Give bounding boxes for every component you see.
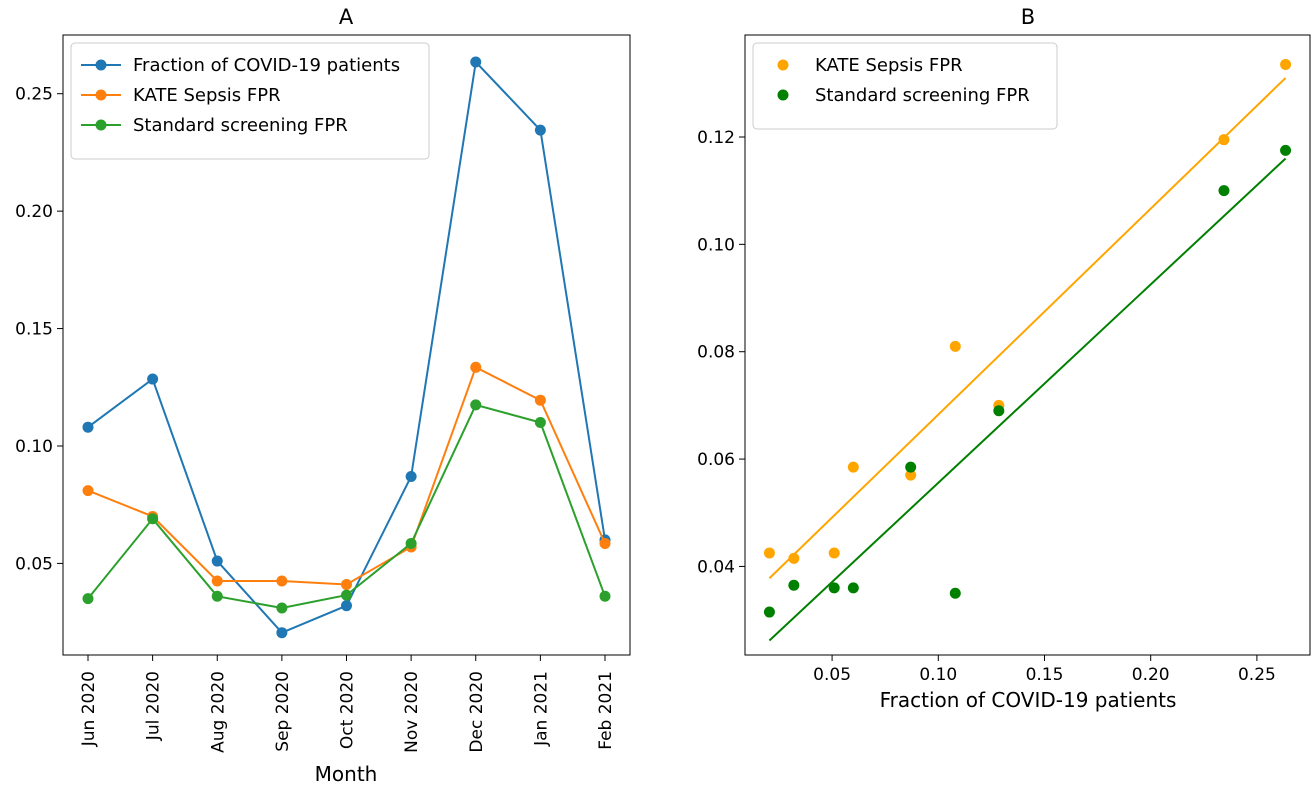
data-point	[211, 590, 223, 602]
data-point	[1218, 134, 1230, 146]
data-point	[534, 124, 546, 136]
data-point	[828, 582, 840, 594]
data-point	[763, 547, 775, 559]
data-point	[470, 56, 482, 68]
data-point	[341, 600, 352, 612]
x-tick-label: Jul 2020	[144, 671, 164, 741]
series-line	[87, 403, 606, 610]
y-tick-label: 0.20	[15, 202, 53, 222]
data-point	[82, 485, 94, 497]
data-point	[405, 537, 417, 549]
data-point	[276, 602, 288, 614]
x-tick-label: Jan 2021	[531, 671, 551, 747]
data-point	[211, 555, 223, 567]
legend-label: KATE Sepsis FPR	[133, 85, 281, 106]
y-tick-label: 0.04	[697, 557, 735, 577]
x-tick-label: 0.10	[919, 665, 957, 685]
legend-swatch-marker	[95, 89, 107, 101]
legend-label: Standard screening FPR	[815, 85, 1030, 106]
panel-a-title: A	[339, 5, 354, 29]
data-point	[847, 461, 859, 473]
x-tick-label: Sep 2020	[273, 671, 293, 752]
y-tick-label: 0.05	[15, 554, 53, 574]
panel-b-plot-frame	[744, 34, 1311, 656]
x-tick-label: 0.15	[1026, 665, 1064, 685]
legend-label: Fraction of COVID-19 patients	[133, 55, 400, 76]
y-tick-label: 0.15	[15, 320, 53, 340]
x-tick-label: Dec 2020	[467, 671, 487, 753]
panel-b: B Fraction of COVID-19 patients 0.04 0.06…	[697, 5, 1311, 712]
data-point	[405, 471, 417, 483]
data-point	[1218, 185, 1230, 197]
legend-swatch-marker	[95, 59, 107, 71]
series-line	[87, 365, 606, 586]
legend-label: KATE Sepsis FPR	[815, 55, 963, 76]
data-point	[276, 575, 288, 587]
data-point	[599, 590, 611, 602]
x-tick-label: 0.25	[1238, 665, 1276, 685]
x-tick-label: 0.20	[1132, 665, 1170, 685]
panel-b-title: B	[1021, 5, 1035, 29]
legend-frame	[752, 42, 1058, 130]
data-point	[211, 575, 223, 587]
data-point	[147, 513, 159, 525]
data-point	[828, 547, 840, 559]
data-point	[905, 469, 917, 481]
legend-swatch-marker	[777, 89, 789, 101]
data-point	[788, 552, 800, 564]
data-point	[534, 394, 546, 406]
y-tick-label: 0.12	[697, 128, 735, 148]
data-point	[788, 579, 800, 591]
data-point	[993, 405, 1005, 417]
x-tick-label: Jun 2020	[79, 671, 99, 747]
data-point	[763, 606, 775, 618]
x-tick-label: Feb 2021	[596, 671, 616, 750]
y-tick-label: 0.10	[697, 235, 735, 255]
data-point	[1280, 144, 1292, 156]
fit-line	[768, 77, 1287, 579]
panel-a-x-axis-label: Month	[315, 762, 378, 786]
x-tick-label: Aug 2020	[208, 671, 228, 753]
x-tick-label: Nov 2020	[402, 671, 422, 753]
data-point	[949, 340, 961, 352]
y-tick-label: 0.10	[15, 437, 53, 457]
data-point	[470, 361, 482, 373]
x-tick-label: Oct 2020	[338, 671, 358, 749]
data-point	[534, 417, 546, 428]
data-point	[949, 587, 961, 599]
y-tick-label: 0.06	[697, 450, 735, 470]
legend-frame	[70, 42, 430, 160]
data-point	[847, 582, 859, 594]
data-point	[147, 373, 159, 385]
x-tick-label: 0.05	[813, 665, 851, 685]
y-tick-label: 0.08	[697, 343, 735, 363]
panel-a: A Month 0.05 0.10 0.15 0.20 0.25 Jun 2020 Jul …	[15, 5, 631, 786]
legend-label: Standard screening FPR	[133, 115, 348, 136]
data-point	[905, 461, 917, 473]
data-point	[82, 593, 94, 605]
data-point	[470, 399, 482, 411]
panel-b-x-axis-label: Fraction of COVID-19 patients	[880, 688, 1177, 712]
y-tick-label: 0.25	[15, 85, 53, 105]
data-point	[1280, 59, 1292, 71]
data-point	[276, 627, 288, 639]
fit-line	[768, 157, 1287, 642]
legend-swatch-marker	[777, 59, 789, 71]
data-point	[82, 421, 94, 433]
data-point	[599, 537, 611, 549]
data-point	[341, 579, 352, 591]
legend-swatch-marker	[95, 119, 107, 131]
data-point	[341, 589, 352, 601]
